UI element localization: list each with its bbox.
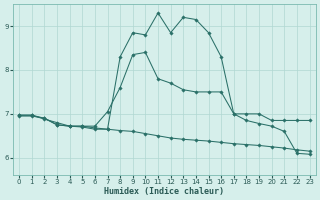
X-axis label: Humidex (Indice chaleur): Humidex (Indice chaleur) [104,187,224,196]
